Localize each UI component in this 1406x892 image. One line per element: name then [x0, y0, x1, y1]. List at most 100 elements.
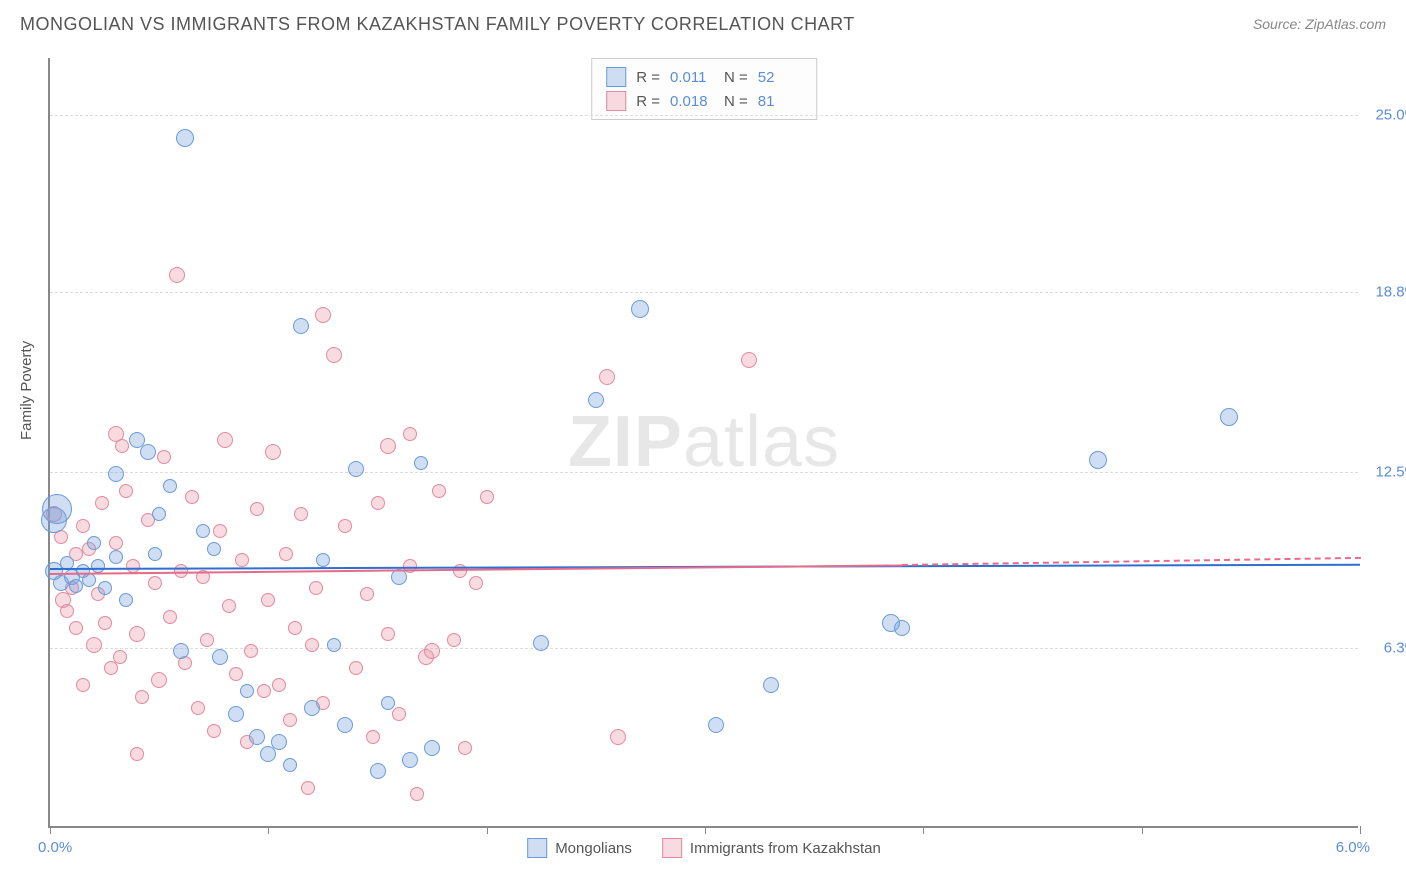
scatter-point — [82, 573, 96, 587]
scatter-point — [91, 559, 105, 573]
scatter-point — [157, 450, 171, 464]
scatter-point — [588, 392, 604, 408]
y-axis-label: Family Poverty — [18, 341, 35, 440]
scatter-point — [229, 667, 243, 681]
scatter-point — [250, 502, 264, 516]
scatter-point — [60, 604, 74, 618]
scatter-point — [135, 690, 149, 704]
scatter-point — [381, 627, 395, 641]
x-tick — [487, 826, 488, 834]
scatter-point — [424, 740, 440, 756]
y-tick-label: 6.3% — [1363, 640, 1406, 657]
scatter-point — [447, 633, 461, 647]
scatter-point — [371, 496, 385, 510]
legend-row: R =0.011N =52 — [606, 65, 802, 89]
legend-r-label: R = — [636, 69, 660, 86]
legend-top: R =0.011N =52R =0.018N =81 — [591, 58, 817, 120]
scatter-point — [283, 758, 297, 772]
scatter-point — [288, 621, 302, 635]
scatter-point — [366, 730, 380, 744]
x-min-label: 0.0% — [38, 839, 72, 856]
scatter-point — [109, 550, 123, 564]
scatter-point — [126, 559, 140, 573]
scatter-point — [185, 490, 199, 504]
scatter-point — [469, 576, 483, 590]
x-max-label: 6.0% — [1336, 839, 1370, 856]
scatter-point — [140, 444, 156, 460]
scatter-point — [402, 752, 418, 768]
scatter-point — [163, 610, 177, 624]
scatter-point — [76, 519, 90, 533]
x-tick — [705, 826, 706, 834]
scatter-point — [338, 519, 352, 533]
scatter-point — [119, 593, 133, 607]
scatter-point — [279, 547, 293, 561]
scatter-point — [235, 553, 249, 567]
gridline — [50, 292, 1358, 293]
scatter-point — [148, 547, 162, 561]
scatter-point — [370, 763, 386, 779]
scatter-point — [240, 684, 254, 698]
scatter-point — [293, 318, 309, 334]
scatter-point — [360, 587, 374, 601]
scatter-point — [708, 717, 724, 733]
legend-n-value: 52 — [758, 69, 802, 86]
scatter-point — [244, 644, 258, 658]
scatter-point — [283, 713, 297, 727]
scatter-point — [309, 581, 323, 595]
scatter-point — [113, 650, 127, 664]
plot-area: ZIPatlas R =0.011N =52R =0.018N =81 0.0%… — [48, 58, 1358, 828]
scatter-point — [148, 576, 162, 590]
scatter-point — [414, 456, 428, 470]
source-label: Source: ZipAtlas.com — [1253, 16, 1386, 32]
scatter-point — [98, 581, 112, 595]
scatter-point — [349, 661, 363, 675]
scatter-point — [104, 661, 118, 675]
scatter-point — [207, 724, 221, 738]
scatter-point — [610, 729, 626, 745]
scatter-point — [272, 678, 286, 692]
scatter-point — [191, 701, 205, 715]
legend-bottom: MongoliansImmigrants from Kazakhstan — [527, 838, 881, 858]
scatter-point — [1089, 451, 1107, 469]
gridline — [50, 115, 1358, 116]
scatter-point — [176, 129, 194, 147]
scatter-point — [69, 621, 83, 635]
scatter-point — [196, 524, 210, 538]
scatter-point — [301, 781, 315, 795]
scatter-point — [294, 507, 308, 521]
scatter-point — [380, 438, 396, 454]
legend-item: Immigrants from Kazakhstan — [662, 838, 881, 858]
scatter-point — [458, 741, 472, 755]
scatter-point — [228, 706, 244, 722]
scatter-point — [222, 599, 236, 613]
scatter-point — [108, 466, 124, 482]
scatter-point — [130, 747, 144, 761]
scatter-point — [480, 490, 494, 504]
scatter-point — [98, 616, 112, 630]
scatter-point — [631, 300, 649, 318]
scatter-point — [257, 684, 271, 698]
legend-swatch — [606, 91, 626, 111]
scatter-point — [200, 633, 214, 647]
scatter-point — [327, 638, 341, 652]
scatter-point — [169, 267, 185, 283]
x-tick — [50, 826, 51, 834]
x-tick — [1142, 826, 1143, 834]
scatter-point — [1220, 408, 1238, 426]
scatter-point — [316, 553, 330, 567]
scatter-point — [305, 638, 319, 652]
scatter-point — [42, 494, 72, 524]
scatter-point — [337, 717, 353, 733]
scatter-point — [432, 484, 446, 498]
chart-title: MONGOLIAN VS IMMIGRANTS FROM KAZAKHSTAN … — [20, 14, 855, 34]
legend-row: R =0.018N =81 — [606, 89, 802, 113]
scatter-point — [87, 536, 101, 550]
legend-swatch — [527, 838, 547, 858]
scatter-point — [76, 678, 90, 692]
scatter-point — [152, 507, 166, 521]
scatter-point — [261, 593, 275, 607]
y-tick-label: 12.5% — [1363, 463, 1406, 480]
scatter-point — [95, 496, 109, 510]
scatter-point — [173, 643, 189, 659]
